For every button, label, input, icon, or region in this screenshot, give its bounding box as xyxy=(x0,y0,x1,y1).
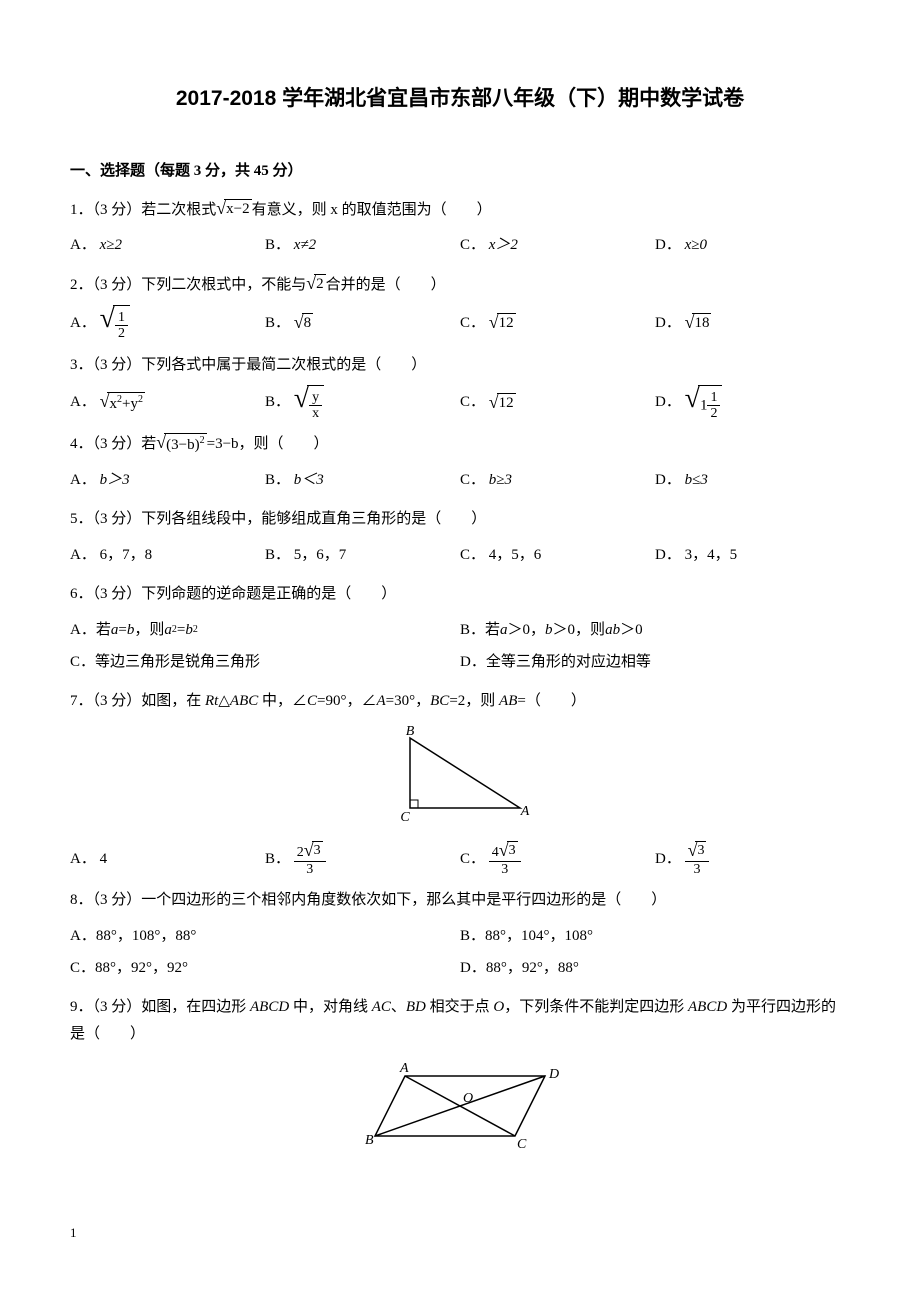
q8-opt-b: B．88°，104°，108° xyxy=(460,920,850,952)
question-1: 1．（3 分）若二次根式√x−2有意义，则 x 的取值范围为（ ） A． x≥2… xyxy=(70,197,850,262)
q3-opt-a: A． √x2+y2 xyxy=(70,385,265,422)
q1-suffix: 有意义，则 x 的取值范围为（ ） xyxy=(252,202,492,218)
q7-figure: B C A xyxy=(70,723,850,833)
q2-opt-c: C． √12 xyxy=(460,305,655,342)
section-header: 一、选择题（每题 3 分，共 45 分） xyxy=(70,158,850,185)
question-9: 9．（3 分）如图，在四边形 ABCD 中，对角线 AC、BD 相交于点 O，下… xyxy=(70,994,850,1161)
sqrt-2: √2 xyxy=(306,274,325,295)
q6-opt-d: D．全等三角形的对应边相等 xyxy=(460,646,850,678)
q2-prefix: 2．（3 分）下列二次根式中，不能与 xyxy=(70,277,306,293)
q6-opt-a: A．若 a=b，则 a2=b2 xyxy=(70,614,460,646)
q2-opt-a: A． √12 xyxy=(70,305,265,342)
pg-label-a: A xyxy=(399,1061,409,1076)
q7-options: A． 4 B． 2√33 C． 4√33 D． √33 xyxy=(70,841,850,877)
sqrt-3-minus-b-sq: √(3−b)2 xyxy=(156,433,206,456)
q2-options: A． √12 B． √8 C． √12 D． √18 xyxy=(70,305,850,342)
sqrt-8: √8 xyxy=(294,313,313,334)
q4-opt-d: D． b≤3 xyxy=(655,464,850,496)
q1-opt-b: B． x≠2 xyxy=(265,230,460,262)
q4-prompt: 4．（3 分）若√(3−b)2=3−b，则（ ） xyxy=(70,431,850,458)
q1-prefix: 1．（3 分）若二次根式 xyxy=(70,202,216,218)
q1-options: A． x≥2 B． x≠2 C． x＞2 D． x≥0 xyxy=(70,230,850,262)
triangle-label-c: C xyxy=(400,810,410,823)
q8-options: A．88°，108°，88° B．88°，104°，108° C．88°，92°… xyxy=(70,920,850,984)
q6-prompt: 6．（3 分）下列命题的逆命题是正确的是（ ） xyxy=(70,581,850,608)
q2-opt-b: B． √8 xyxy=(265,305,460,342)
q4-opt-a: A． b＞3 xyxy=(70,464,265,496)
q8-opt-c: C．88°，92°，92° xyxy=(70,952,460,984)
frac-2sqrt3-3: 2√33 xyxy=(294,841,326,877)
q5-opt-b: B． 5，6，7 xyxy=(265,539,460,571)
question-2: 2．（3 分）下列二次根式中，不能与√2合并的是（ ） A． √12 B． √8… xyxy=(70,272,850,342)
q2-prompt: 2．（3 分）下列二次根式中，不能与√2合并的是（ ） xyxy=(70,272,850,299)
question-4: 4．（3 分）若√(3−b)2=3−b，则（ ） A． b＞3 B． b＜3 C… xyxy=(70,431,850,496)
q4-mid: =3−b，则（ ） xyxy=(207,436,329,452)
q3-opt-b: B． √yx xyxy=(265,385,460,422)
q4-opt-c: C． b≥3 xyxy=(460,464,655,496)
q5-prompt: 5．（3 分）下列各组线段中，能够组成直角三角形的是（ ） xyxy=(70,506,850,533)
q8-opt-a: A．88°，108°，88° xyxy=(70,920,460,952)
q5-opt-d: D． 3，4，5 xyxy=(655,539,850,571)
q9-figure: A D B C O xyxy=(70,1056,850,1161)
question-6: 6．（3 分）下列命题的逆命题是正确的是（ ） A．若 a=b，则 a2=b2 … xyxy=(70,581,850,678)
sqrt-1-frac-1-2: √112 xyxy=(685,385,723,422)
sqrt-12: √12 xyxy=(489,313,516,334)
q9-prompt: 9．（3 分）如图，在四边形 ABCD 中，对角线 AC、BD 相交于点 O，下… xyxy=(70,994,850,1048)
q6-opt-b: B．若 a＞0，b＞0，则 ab＞0 xyxy=(460,614,850,646)
q2-opt-d: D． √18 xyxy=(655,305,850,342)
sqrt-frac-1-2: √12 xyxy=(100,305,130,342)
q7-opt-b: B． 2√33 xyxy=(265,841,460,877)
q4-prefix: 4．（3 分）若 xyxy=(70,436,156,452)
q8-prompt: 8．（3 分）一个四边形的三个相邻内角度数依次如下，那么其中是平行四边形的是（ … xyxy=(70,887,850,914)
frac-4sqrt3-3: 4√33 xyxy=(489,841,521,877)
q1-opt-d: D． x≥0 xyxy=(655,230,850,262)
question-7: 7．（3 分）如图，在 Rt△ABC 中，∠C=90°，∠A=30°，BC=2，… xyxy=(70,688,850,877)
q5-opt-a: A． 6，7，8 xyxy=(70,539,265,571)
q7-prompt: 7．（3 分）如图，在 Rt△ABC 中，∠C=90°，∠A=30°，BC=2，… xyxy=(70,688,850,715)
pg-label-d: D xyxy=(548,1067,559,1082)
sqrt-x2-plus-y2: √x2+y2 xyxy=(100,392,145,415)
question-8: 8．（3 分）一个四边形的三个相邻内角度数依次如下，那么其中是平行四边形的是（ … xyxy=(70,887,850,984)
sqrt-18: √18 xyxy=(685,313,712,334)
pg-label-b: B xyxy=(365,1133,374,1148)
sqrt-x-minus-2: √x−2 xyxy=(216,199,251,220)
triangle-label-b: B xyxy=(406,724,415,739)
pg-label-o: O xyxy=(463,1091,473,1106)
q3-prompt: 3．（3 分）下列各式中属于最简二次根式的是（ ） xyxy=(70,352,850,379)
q8-opt-d: D．88°，92°，88° xyxy=(460,952,850,984)
q3-opt-c: C． √12 xyxy=(460,385,655,422)
q3-options: A． √x2+y2 B． √yx C． √12 D． √112 xyxy=(70,385,850,422)
sqrt-12-b: √12 xyxy=(489,393,516,414)
q7-opt-d: D． √33 xyxy=(655,841,850,877)
pg-label-c: C xyxy=(517,1137,527,1151)
q6-options: A．若 a=b，则 a2=b2 B．若 a＞0，b＞0，则 ab＞0 C．等边三… xyxy=(70,614,850,678)
q6-opt-c: C．等边三角形是锐角三角形 xyxy=(70,646,460,678)
q3-opt-d: D． √112 xyxy=(655,385,850,422)
sqrt-frac-y-x: √yx xyxy=(294,385,324,422)
q4-opt-b: B． b＜3 xyxy=(265,464,460,496)
q5-options: A． 6，7，8 B． 5，6，7 C． 4，5，6 D． 3，4，5 xyxy=(70,539,850,571)
frac-sqrt3-3: √33 xyxy=(685,841,710,877)
q1-opt-c: C． x＞2 xyxy=(460,230,655,262)
q7-opt-a: A． 4 xyxy=(70,841,265,877)
q1-opt-a: A． x≥2 xyxy=(70,230,265,262)
q2-suffix: 合并的是（ ） xyxy=(326,277,446,293)
page-title: 2017-2018 学年湖北省宜昌市东部八年级（下）期中数学试卷 xyxy=(70,80,850,118)
question-3: 3．（3 分）下列各式中属于最简二次根式的是（ ） A． √x2+y2 B． √… xyxy=(70,352,850,422)
triangle-label-a: A xyxy=(520,804,530,819)
page-number: 1 xyxy=(70,1221,850,1244)
q5-opt-c: C． 4，5，6 xyxy=(460,539,655,571)
q4-options: A． b＞3 B． b＜3 C． b≥3 D． b≤3 xyxy=(70,464,850,496)
question-5: 5．（3 分）下列各组线段中，能够组成直角三角形的是（ ） A． 6，7，8 B… xyxy=(70,506,850,571)
q7-opt-c: C． 4√33 xyxy=(460,841,655,877)
q1-prompt: 1．（3 分）若二次根式√x−2有意义，则 x 的取值范围为（ ） xyxy=(70,197,850,224)
